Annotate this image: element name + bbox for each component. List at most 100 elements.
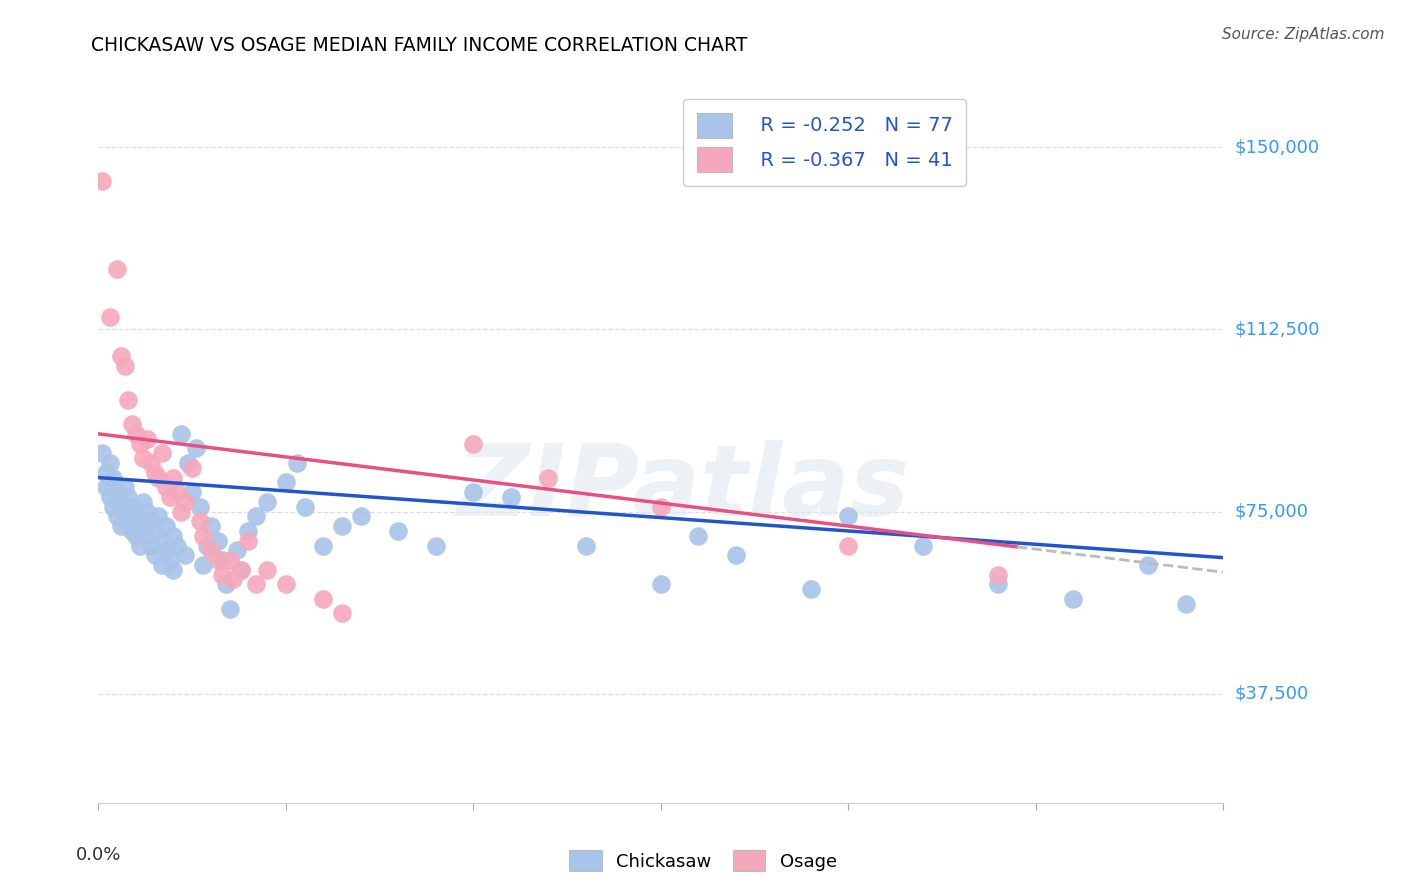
Text: $75,000: $75,000 <box>1234 502 1309 521</box>
Point <box>837 539 859 553</box>
Point <box>143 548 166 562</box>
Point <box>218 553 240 567</box>
Point <box>114 359 136 373</box>
Point <box>200 543 222 558</box>
Point <box>136 432 159 446</box>
Point <box>143 466 166 480</box>
Point <box>688 529 710 543</box>
Point <box>139 539 162 553</box>
Text: $37,500: $37,500 <box>1234 684 1309 703</box>
Point <box>215 577 238 591</box>
Point <box>98 456 121 470</box>
Point <box>256 563 278 577</box>
Point <box>650 500 672 514</box>
Point <box>800 582 823 597</box>
Point <box>987 577 1010 591</box>
Point <box>1174 597 1197 611</box>
Point <box>912 539 935 553</box>
Point <box>207 553 229 567</box>
Point <box>207 533 229 548</box>
Point <box>724 548 747 562</box>
Point <box>274 475 297 490</box>
Point <box>98 310 121 325</box>
Point <box>330 519 353 533</box>
Point <box>98 490 121 504</box>
Point <box>537 470 560 484</box>
Point <box>245 509 267 524</box>
Point <box>159 490 181 504</box>
Point <box>132 495 155 509</box>
Point <box>1137 558 1160 572</box>
Point <box>188 514 211 528</box>
Point <box>229 563 252 577</box>
Point <box>162 563 184 577</box>
Point <box>110 495 132 509</box>
Point <box>128 436 150 450</box>
Point <box>139 456 162 470</box>
Point <box>125 426 148 441</box>
Point <box>132 451 155 466</box>
Point <box>238 524 260 538</box>
Point <box>312 591 335 606</box>
Point <box>136 504 159 518</box>
Point <box>1062 591 1084 606</box>
Point <box>245 577 267 591</box>
Point <box>159 553 181 567</box>
Point <box>650 577 672 591</box>
Point <box>181 460 204 475</box>
Point <box>170 426 193 441</box>
Point <box>256 495 278 509</box>
Text: 0.0%: 0.0% <box>76 846 121 863</box>
Point <box>463 485 485 500</box>
Point <box>229 563 252 577</box>
Point <box>193 529 215 543</box>
Point <box>117 514 139 528</box>
Point <box>143 524 166 538</box>
Point <box>150 446 173 460</box>
Point <box>132 519 155 533</box>
Point <box>837 509 859 524</box>
Point <box>148 509 170 524</box>
Point <box>103 500 125 514</box>
Text: CHICKASAW VS OSAGE MEDIAN FAMILY INCOME CORRELATION CHART: CHICKASAW VS OSAGE MEDIAN FAMILY INCOME … <box>91 36 748 54</box>
Point <box>162 470 184 484</box>
Point <box>150 558 173 572</box>
Point <box>238 533 260 548</box>
Point <box>575 539 598 553</box>
Point <box>222 573 245 587</box>
Point <box>117 392 139 407</box>
Point <box>218 601 240 615</box>
Point <box>121 500 143 514</box>
Point <box>110 519 132 533</box>
Point <box>155 519 177 533</box>
Point <box>184 442 207 456</box>
Point <box>114 480 136 494</box>
Point <box>128 514 150 528</box>
Point <box>387 524 409 538</box>
Point <box>211 567 233 582</box>
Text: $150,000: $150,000 <box>1234 138 1319 156</box>
Point <box>211 553 233 567</box>
Point <box>94 480 117 494</box>
Point <box>105 509 128 524</box>
Point <box>312 539 335 553</box>
Point <box>166 539 188 553</box>
Point <box>105 485 128 500</box>
Point <box>117 490 139 504</box>
Point <box>200 519 222 533</box>
Point <box>173 495 195 509</box>
Point <box>181 485 204 500</box>
Point <box>350 509 373 524</box>
Point <box>195 539 218 553</box>
Point <box>105 261 128 276</box>
Point <box>173 548 195 562</box>
Point <box>136 529 159 543</box>
Legend: Chickasaw, Osage: Chickasaw, Osage <box>562 843 844 879</box>
Point <box>125 509 148 524</box>
Point <box>499 490 522 504</box>
Point <box>114 504 136 518</box>
Text: Source: ZipAtlas.com: Source: ZipAtlas.com <box>1222 27 1385 42</box>
Point <box>425 539 447 553</box>
Point <box>274 577 297 591</box>
Point <box>170 504 193 518</box>
